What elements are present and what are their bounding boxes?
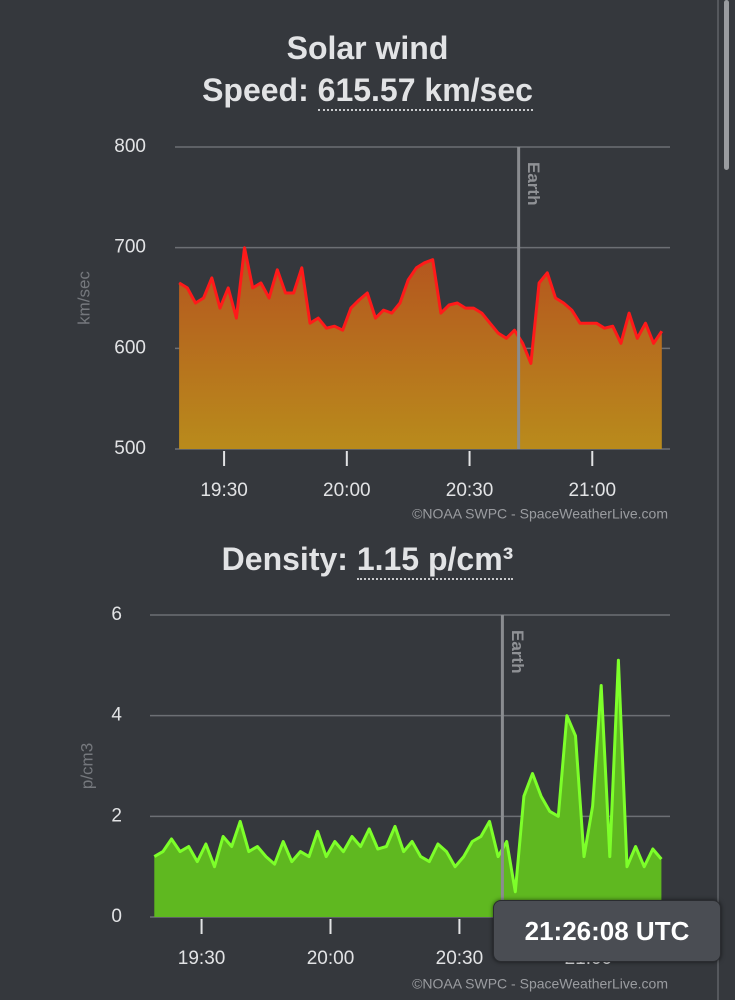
x-tick-label: 20:30 [436,948,484,969]
x-tick-label: 20:00 [323,480,371,501]
density-title: Density: [221,541,348,577]
data-line [153,658,663,894]
x-tick-label: 19:30 [178,948,226,969]
y-tick-label: 4 [111,705,122,726]
y-tick-label: 700 [114,237,146,258]
earth-label: Earth [524,162,543,205]
x-tick-label: 20:30 [446,480,494,501]
x-tick-label: 19:30 [200,480,248,501]
y-tick-label: 800 [114,136,146,157]
speed-heading: Speed: 615.57 km/sec [0,72,735,111]
earth-label: Earth [508,630,527,673]
density-current[interactable]: 1.15 p/cm³ [356,541,514,580]
source-credit: ©NOAA SWPC - SpaceWeatherLive.com [412,506,668,522]
source-credit: ©NOAA SWPC - SpaceWeatherLive.com [412,976,668,992]
x-tick-label: 21:00 [568,480,616,501]
y-tick-label: 2 [111,805,122,826]
density-heading: Density: 1.15 p/cm³ [0,541,735,580]
utc-clock[interactable]: 21:26:08 UTC [493,900,721,962]
y-axis-label: km/sec [74,271,93,325]
data-line [178,246,664,365]
area-fill [154,660,662,917]
x-tick-label: 20:00 [307,948,355,969]
area-fill [179,247,662,449]
y-tick-label: 0 [111,906,122,927]
y-tick-label: 500 [114,438,146,459]
heading: Solar wind [286,30,449,66]
y-tick-label: 6 [111,604,122,625]
speed-current[interactable]: 615.57 km/sec [317,72,533,111]
y-axis-label: p/cm3 [77,743,96,789]
speed-title: Speed: [202,72,309,108]
scrollbar-thumb[interactable] [724,0,729,170]
y-tick-label: 600 [114,337,146,358]
